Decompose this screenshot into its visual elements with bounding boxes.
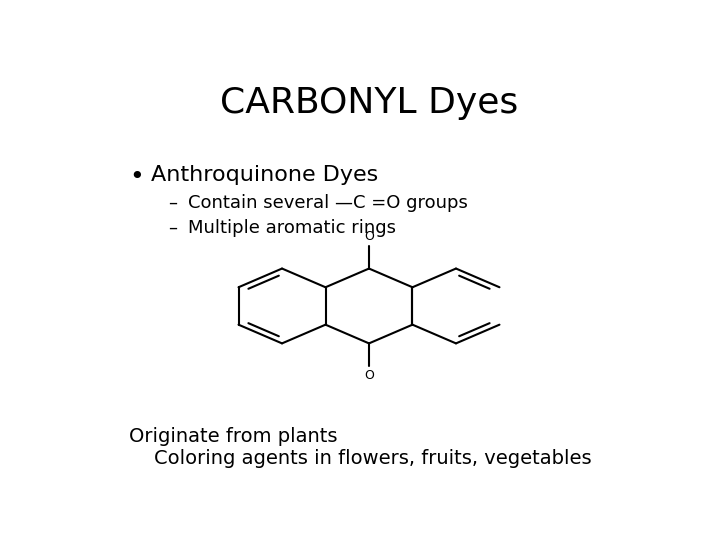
Text: O: O <box>364 369 374 382</box>
Text: Anthroquinone Dyes: Anthroquinone Dyes <box>151 165 379 185</box>
Text: –: – <box>168 194 177 212</box>
Text: –: – <box>168 219 177 237</box>
Text: •: • <box>129 165 144 188</box>
Text: Originate from plants: Originate from plants <box>129 427 338 446</box>
Text: CARBONYL Dyes: CARBONYL Dyes <box>220 85 518 119</box>
Text: Coloring agents in flowers, fruits, vegetables: Coloring agents in flowers, fruits, vege… <box>129 449 592 468</box>
Text: Multiple aromatic rings: Multiple aromatic rings <box>188 219 396 237</box>
Text: Contain several —C =O groups: Contain several —C =O groups <box>188 194 467 212</box>
Text: O: O <box>364 230 374 243</box>
